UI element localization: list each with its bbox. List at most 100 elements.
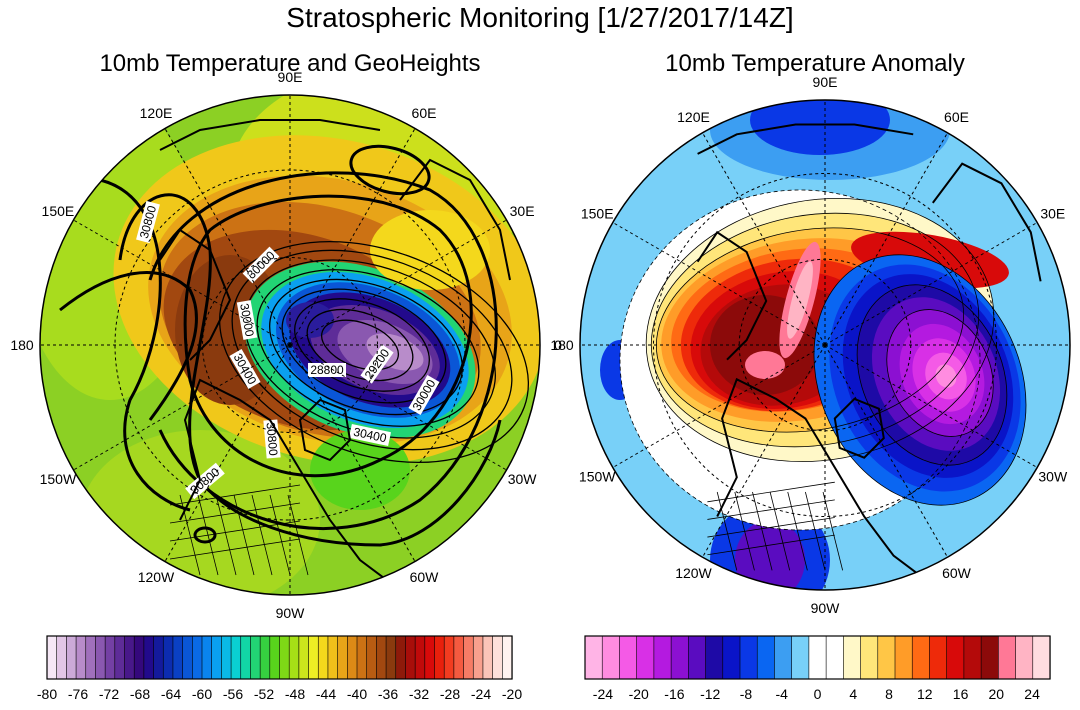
longitude-label: 150W: [579, 469, 616, 485]
longitude-label: 0: [554, 337, 562, 353]
colorbar: -80 -76 -72 -68 -64 -60 -56 -52 -48 -44 -40 -36 -32-…: [37, 635, 522, 702]
colorbar-swatch: [636, 635, 655, 680]
colorbar-swatch: [791, 635, 810, 680]
state-borders: [169, 484, 309, 576]
colorbar-tick-label: 12: [917, 686, 933, 702]
graticule: [580, 100, 1070, 590]
colorbar-swatch: [601, 635, 621, 680]
colorbar-tick-label: 8: [885, 686, 893, 702]
colorbar-tick-label: 0: [814, 686, 822, 702]
colorbar: -24 -20 -16 -12 -8 -4 0 4 8 12 16 20 24: [584, 635, 1051, 702]
contour-label: 30800: [264, 422, 281, 457]
colorbar-tick-label: -32: [409, 686, 429, 702]
colorbar-swatch: [201, 635, 213, 680]
colorbar-tick-label: 24: [1024, 686, 1040, 702]
colorbar-swatch: [722, 635, 741, 680]
colorbar-swatch: [688, 635, 707, 680]
colorbar-swatch: [619, 635, 638, 680]
longitude-label: 60W: [410, 569, 440, 585]
colorbar-swatch: [472, 635, 484, 680]
colorbar-swatch: [894, 635, 913, 680]
colorbar-tick-label: -52: [254, 686, 274, 702]
colorbar-tick-label: -16: [664, 686, 684, 702]
left-polar-map: 30000 30000 30400 30800 30400 30000 2920…: [40, 95, 540, 595]
longitude-label: 30E: [1040, 206, 1065, 222]
colorbar-swatch: [162, 635, 174, 680]
colorbar-swatch: [911, 635, 931, 680]
colorbar-swatch: [434, 635, 445, 680]
continent-outlines: [696, 123, 1042, 586]
colorbar-swatch: [492, 635, 503, 680]
colorbar-swatch: [279, 635, 290, 680]
colorbar-swatch: [825, 635, 844, 680]
colorbar-tick-label: -40: [347, 686, 367, 702]
colorbar-tick-label: -76: [68, 686, 88, 702]
colorbar-swatch: [1015, 635, 1034, 680]
colorbar-swatch: [211, 635, 222, 680]
longitude-label: 90E: [813, 74, 838, 90]
longitude-label: 60E: [412, 105, 437, 121]
colorbar-swatch: [705, 635, 724, 680]
main-title: Stratospheric Monitoring [1/27/2017/14Z]: [286, 2, 794, 33]
colorbar-swatch: [75, 635, 87, 680]
longitude-label: 150E: [581, 206, 614, 222]
longitude-label: 90W: [276, 605, 306, 621]
colorbar-tick-label: -28: [440, 686, 460, 702]
colorbar-tick-label: -44: [316, 686, 336, 702]
longitude-label: 120E: [140, 105, 173, 121]
longitude-label: 180: [10, 337, 34, 353]
colorbar-swatch: [95, 635, 106, 680]
colorbar-tick-label: -24: [593, 686, 613, 702]
longitude-label: 150E: [42, 203, 75, 219]
left-panel-title: 10mb Temperature and GeoHeights: [99, 50, 481, 77]
continent-outlines: [159, 119, 511, 591]
longitude-label: 120W: [675, 565, 712, 581]
colorbar-swatch: [182, 635, 193, 680]
colorbar-tick-label: -20: [502, 686, 522, 702]
colorbar-swatch: [980, 635, 999, 680]
colorbar-tick-label: -4: [775, 686, 788, 702]
colorbar-swatch: [808, 635, 827, 680]
longitude-label: 30W: [1038, 469, 1068, 485]
colorbar-swatch: [395, 635, 407, 680]
colorbar-swatch: [104, 635, 116, 680]
colorbar-swatch: [66, 635, 77, 680]
graticule: [40, 95, 540, 595]
colorbar-tick-label: 4: [849, 686, 857, 702]
colorbar-swatch: [347, 635, 358, 680]
longitude-label: 120W: [138, 569, 175, 585]
longitude-label: 120E: [677, 109, 710, 125]
contour-label: 28800: [310, 363, 344, 377]
temperature-field: [40, 95, 540, 595]
colorbar-swatch: [143, 635, 155, 680]
colorbar-swatch: [877, 635, 896, 680]
longitude-label: 30E: [510, 203, 535, 219]
colorbar-swatch: [308, 635, 319, 680]
colorbar-swatch: [46, 635, 58, 680]
contour-label: 30400: [352, 425, 388, 446]
map-frame: [579, 99, 1071, 591]
colorbar-tick-label: -56: [223, 686, 243, 702]
colorbar-swatch: [653, 635, 672, 680]
colorbar-swatch: [963, 635, 982, 680]
colorbar-swatch: [356, 635, 368, 680]
colorbar-tick-label: -60: [192, 686, 212, 702]
colorbar-swatch: [670, 635, 689, 680]
colorbar-swatch: [192, 635, 203, 680]
colorbar-swatch: [998, 635, 1017, 680]
colorbar-tick-label: -8: [740, 686, 753, 702]
colorbar-swatch: [946, 635, 965, 680]
colorbar-swatch: [366, 635, 377, 680]
colorbar-swatch: [929, 635, 948, 680]
colorbar-swatch: [739, 635, 758, 680]
colorbar-tick-label: -80: [37, 686, 57, 702]
colorbar-tick-label: -24: [471, 686, 491, 702]
colorbar-tick-label: -68: [130, 686, 150, 702]
longitude-label: 60W: [942, 565, 972, 581]
colorbar-tick-label: 20: [989, 686, 1005, 702]
colorbar-tick-label: -12: [700, 686, 720, 702]
colorbar-swatch: [259, 635, 271, 680]
map-frame: [39, 94, 541, 596]
colorbar-swatch: [240, 635, 252, 680]
